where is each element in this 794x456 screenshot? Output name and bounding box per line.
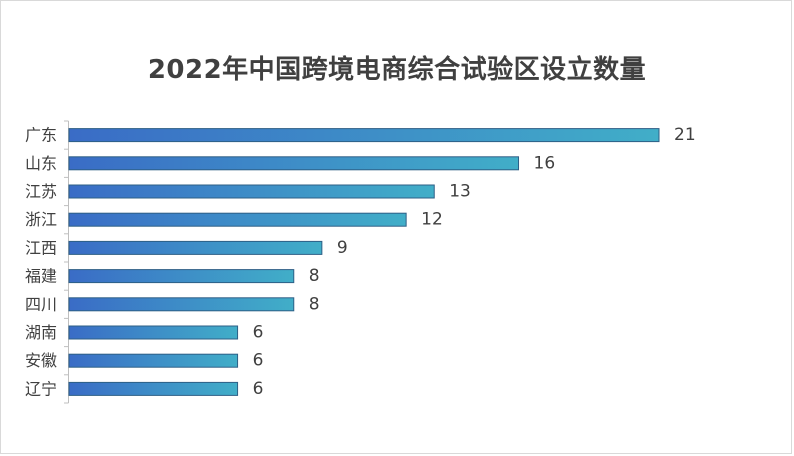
value-label: 21 bbox=[674, 125, 696, 145]
bar bbox=[68, 325, 239, 340]
bar bbox=[68, 156, 520, 171]
value-label: 16 bbox=[534, 153, 556, 173]
bar bbox=[68, 353, 239, 368]
value-label: 6 bbox=[253, 379, 264, 399]
category-label: 广东 bbox=[25, 126, 57, 145]
value-label: 13 bbox=[449, 182, 471, 202]
bar bbox=[68, 212, 407, 227]
category-label: 浙江 bbox=[25, 210, 57, 229]
bar bbox=[68, 269, 295, 284]
bar bbox=[68, 240, 323, 255]
value-label: 8 bbox=[309, 294, 320, 314]
category-label: 辽宁 bbox=[25, 379, 57, 398]
bar bbox=[68, 128, 660, 143]
value-label: 6 bbox=[253, 323, 264, 343]
chart-title: 2022年中国跨境电商综合试验区设立数量 bbox=[147, 55, 647, 85]
bar bbox=[68, 381, 239, 396]
value-label: 6 bbox=[253, 351, 264, 371]
value-label: 9 bbox=[337, 238, 348, 258]
value-label: 8 bbox=[309, 266, 320, 286]
category-label: 湖南 bbox=[25, 323, 57, 342]
category-label: 福建 bbox=[25, 267, 57, 286]
bar bbox=[68, 297, 295, 312]
category-label: 安徽 bbox=[25, 351, 57, 370]
category-label: 江苏 bbox=[25, 182, 57, 201]
value-label: 12 bbox=[421, 210, 443, 230]
category-label: 四川 bbox=[25, 295, 57, 314]
category-label: 江西 bbox=[25, 238, 57, 257]
category-label: 山东 bbox=[25, 154, 57, 173]
bar bbox=[68, 184, 435, 199]
